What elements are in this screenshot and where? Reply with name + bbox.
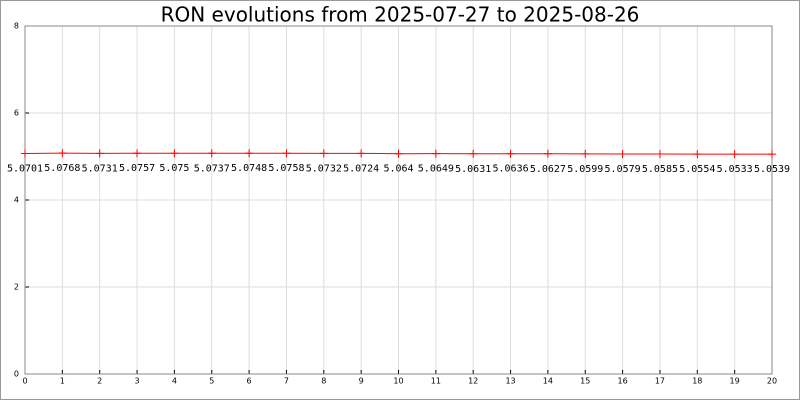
value-label: 5.0758 [268, 163, 304, 174]
value-label: 5.0649 [418, 164, 454, 175]
value-label: 5.0533 [717, 164, 753, 175]
x-tick-label: 6 [247, 377, 252, 386]
value-label: 5.0701 [7, 163, 43, 174]
marker [282, 149, 291, 158]
y-tick-label: 0 [14, 370, 19, 379]
x-tick-label: 14 [543, 377, 553, 386]
x-tick-label: 1 [60, 377, 65, 386]
marker [693, 150, 702, 159]
marker [618, 149, 627, 158]
x-tick-label: 17 [655, 377, 665, 386]
value-label: 5.0732 [306, 163, 342, 174]
x-tick-label: 10 [393, 377, 403, 386]
marker [21, 149, 29, 158]
marker [469, 149, 478, 158]
value-label: 5.0724 [343, 163, 379, 174]
marker [319, 149, 328, 158]
value-label: 5.0599 [567, 164, 603, 175]
x-tick-label: 7 [284, 377, 289, 386]
chart-title: RON evolutions from 2025-07-27 to 2025-0… [161, 3, 640, 27]
value-label: 5.0768 [44, 163, 80, 174]
marker [170, 149, 179, 158]
value-label: 5.0585 [642, 164, 678, 175]
x-tick-label: 4 [172, 377, 177, 386]
y-tick-label: 8 [14, 22, 19, 31]
x-tick-label: 9 [359, 377, 364, 386]
marker [133, 149, 142, 158]
value-label: 5.0748 [231, 163, 267, 174]
value-label: 5.0737 [194, 163, 230, 174]
value-label: 5.075 [159, 163, 189, 174]
value-label: 5.0636 [492, 164, 528, 175]
marker [394, 149, 403, 158]
marker [357, 149, 366, 158]
x-tick-label: 3 [135, 377, 140, 386]
x-tick-label: 2 [97, 377, 102, 386]
x-tick-label: 11 [431, 377, 441, 386]
value-label: 5.0579 [605, 164, 641, 175]
value-label: 5.0554 [679, 164, 715, 175]
x-tick-label: 20 [767, 377, 777, 386]
marker [431, 149, 440, 158]
value-label: 5.0757 [119, 163, 155, 174]
marker [581, 149, 590, 158]
marker [207, 149, 216, 158]
value-label: 5.0731 [82, 163, 118, 174]
y-tick-label: 6 [14, 109, 19, 118]
marker [245, 149, 254, 158]
x-tick-label: 13 [505, 377, 515, 386]
value-label: 5.0631 [455, 164, 491, 175]
y-tick-label: 4 [14, 196, 19, 205]
x-tick-label: 15 [580, 377, 590, 386]
value-label: 5.0627 [530, 164, 566, 175]
x-tick-label: 5 [209, 377, 214, 386]
x-tick-label: 12 [468, 377, 478, 386]
x-tick-label: 8 [321, 377, 326, 386]
x-tick-label: 16 [618, 377, 628, 386]
marker [655, 149, 664, 158]
plot-border [24, 25, 773, 375]
x-tick-label: 0 [22, 377, 27, 386]
marker [58, 149, 67, 158]
marker [95, 149, 104, 158]
value-label: 5.064 [383, 164, 413, 175]
marker [730, 150, 739, 159]
marker [543, 149, 552, 158]
x-tick-label: 18 [692, 377, 702, 386]
marker [768, 150, 776, 159]
x-tick-label: 19 [730, 377, 740, 386]
y-tick-label: 2 [14, 283, 19, 292]
marker [506, 149, 515, 158]
value-label: 5.0539 [754, 164, 790, 175]
